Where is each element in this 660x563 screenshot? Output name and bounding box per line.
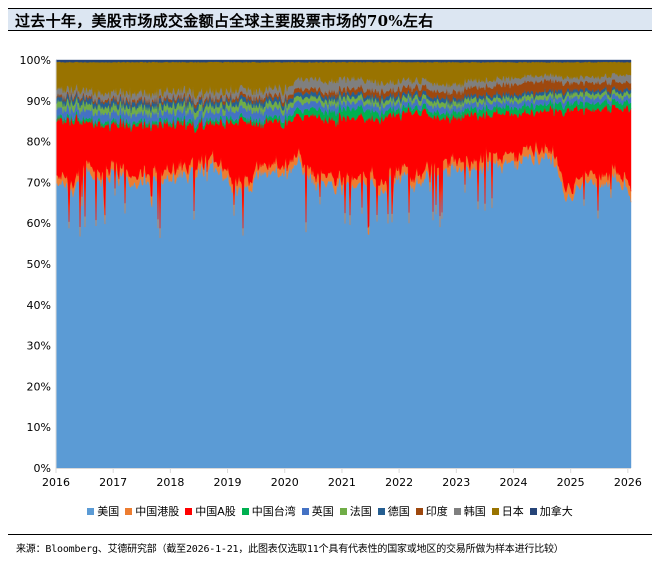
legend-swatch-icon [185,507,193,515]
chart-area: 0% 10% 20% 30% 40% 50% 60% 70% 80% 90% 100% 2016 201… [0,40,660,500]
x-tick-label: 2023 [442,476,470,489]
legend-swatch-icon [301,507,309,515]
page-title: 过去十年，美股市场成交金额占全球主要股票市场的70%左右 [15,12,434,30]
legend-label: 英国 [311,505,334,518]
x-tick-label: 2025 [557,476,585,489]
legend-swatch-icon [339,507,347,515]
legend-label: 中国台湾 [251,505,296,518]
legend-swatch-icon [529,507,537,515]
x-tick-label: 2021 [328,476,356,489]
y-tick-label: 60% [27,217,51,230]
y-tick-label: 30% [27,340,51,353]
legend-label: 法国 [349,505,372,518]
legend-label: 加拿大 [539,505,573,518]
source-note: 来源：Bloomberg、艾德研究部（截至2026-1-21，此图表仅选取11个… [16,544,564,555]
legend-item: 中国A股 [185,503,236,519]
legend-swatch-icon [453,507,461,515]
y-tick-label: 100% [20,54,51,67]
legend-swatch-icon [491,507,499,515]
x-tick-label: 2017 [99,476,127,489]
legend-item: 德国 [377,503,410,519]
legend-item: 法国 [339,503,372,519]
x-tick-label: 2020 [271,476,299,489]
source-divider [8,534,652,535]
legend-item: 中国台湾 [241,503,296,519]
legend-label: 日本 [501,505,524,518]
legend-item: 印度 [415,503,448,519]
y-tick-label: 10% [27,421,51,434]
legend-swatch-icon [377,507,385,515]
y-tick-label: 50% [27,258,51,271]
x-tick-label: 2018 [156,476,184,489]
series-area-10 [55,59,632,63]
legend-item: 加拿大 [529,503,573,519]
legend-label: 中国A股 [195,505,236,518]
series-area-0 [55,149,632,469]
legend-item: 韩国 [453,503,486,519]
legend-label: 美国 [97,505,120,518]
legend-label: 德国 [387,505,410,518]
legend-item: 日本 [491,503,524,519]
y-tick-label: 90% [27,95,51,108]
x-tick-label: 2024 [499,476,527,489]
chart-series-areas [55,59,632,469]
legend-label: 中国港股 [135,505,180,518]
x-tick-label: 2022 [385,476,413,489]
legend-item: 英国 [301,503,334,519]
legend-label: 韩国 [463,505,486,518]
y-tick-label: 70% [27,176,51,189]
y-tick-label: 40% [27,299,51,312]
legend-item: 中国港股 [125,503,179,519]
x-tick-label: 2016 [42,476,70,489]
title-bar: 过去十年，美股市场成交金额占全球主要股票市场的70%左右 [8,8,652,31]
legend-swatch-icon [87,507,95,515]
chart-legend: 美国 中国港股 中国A股 中国台湾 英国 法国 德国 印度 韩国 日本 加拿大 [0,503,660,519]
chart-axes: 0% 10% 20% 30% 40% 50% 60% 70% 80% 90% 100% 2016 201… [20,54,642,489]
legend-item: 美国 [87,503,119,519]
legend-swatch-icon [125,507,133,515]
x-tick-label: 2026 [614,476,642,489]
legend-swatch-icon [241,507,249,515]
legend-swatch-icon [415,507,423,515]
y-tick-label: 80% [27,136,51,149]
y-tick-label: 0% [34,462,51,475]
x-tick-label: 2019 [214,476,242,489]
y-tick-label: 20% [27,380,51,393]
legend-label: 印度 [425,505,448,518]
stacked-area-chart: 0% 10% 20% 30% 40% 50% 60% 70% 80% 90% 100% 2016 201… [20,54,642,489]
